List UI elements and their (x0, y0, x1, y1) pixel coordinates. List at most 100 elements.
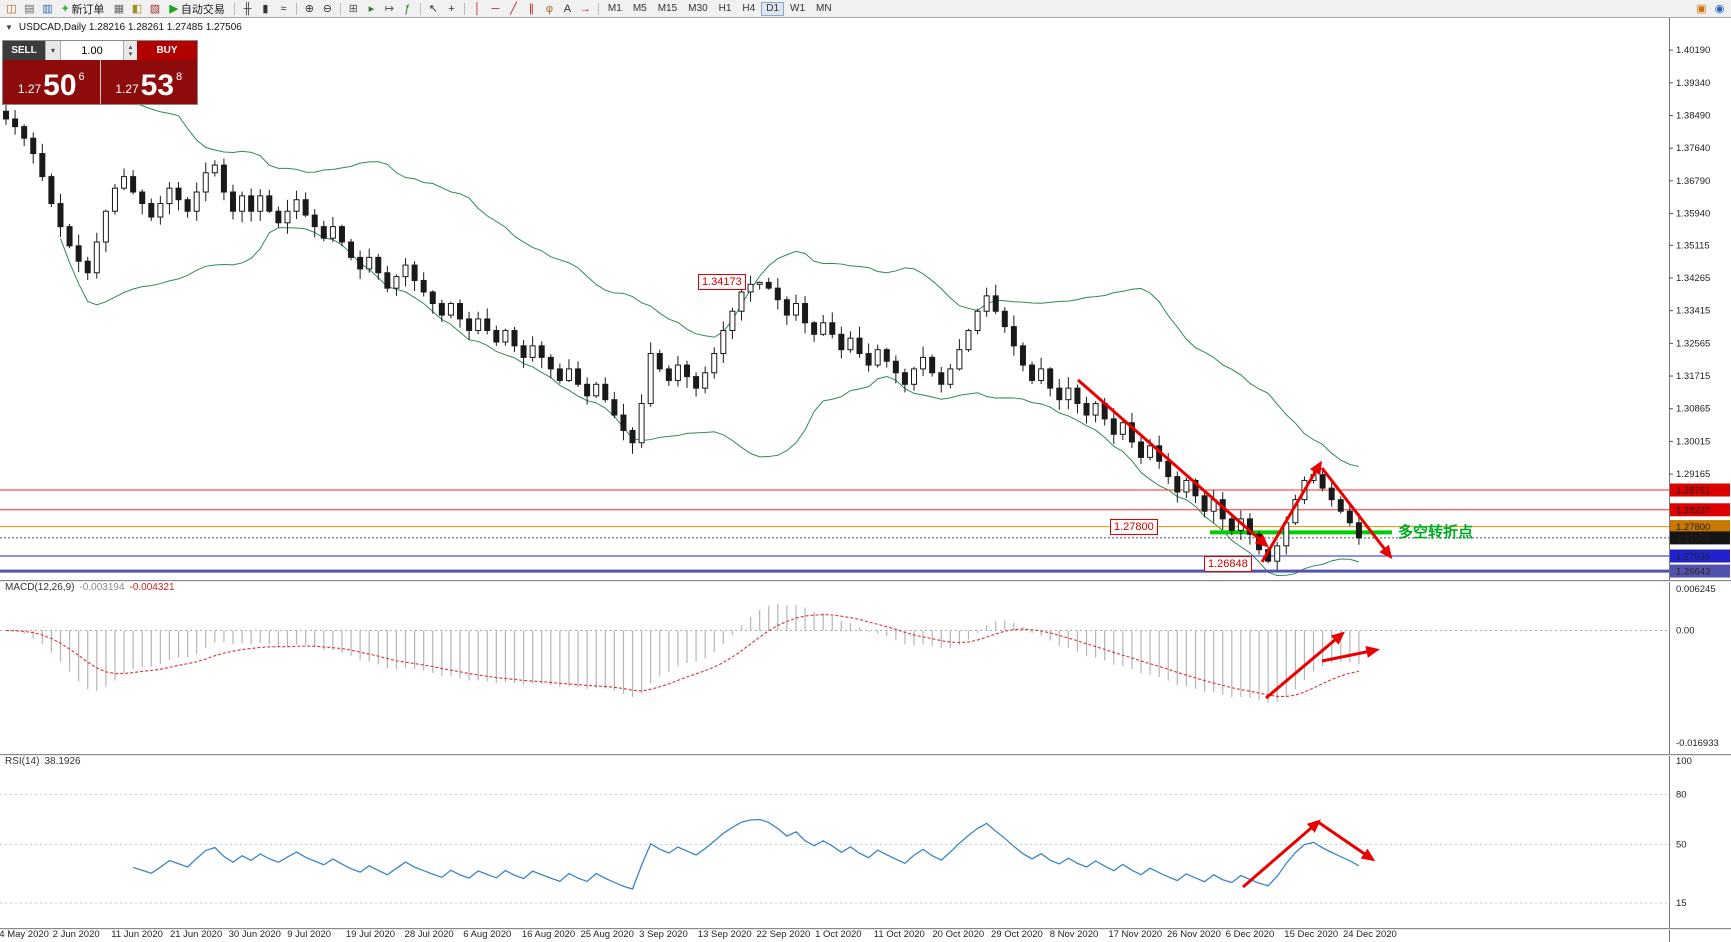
rsi-indicator-header: RSI(14) 38.1926 (5, 756, 81, 767)
tile-windows-icon[interactable]: ⊞ (348, 3, 359, 15)
turning-point-label[interactable]: 多空转折点 (1398, 524, 1474, 541)
new-order-button[interactable]: + 新订单 (57, 1, 109, 16)
toolbar-separator (463, 2, 465, 15)
svg-text:1.30015: 1.30015 (1676, 436, 1710, 447)
price-axis[interactable]: 1.40190 1.39340 1.38490 1.37640 1.36790 1.359… (1669, 18, 1731, 942)
date-label: 6 Dec 2020 (1225, 929, 1275, 940)
timeframe-m30-button[interactable]: M30 (688, 3, 708, 14)
trendline-icon[interactable]: ╱ (510, 3, 517, 15)
svg-text:1.36790: 1.36790 (1676, 176, 1710, 187)
autotrading-button[interactable]: ▶ 自动交易 (164, 1, 229, 16)
news-icon[interactable]: ▣ (1696, 3, 1707, 15)
sell-button[interactable]: SELL (3, 41, 45, 60)
macd-pane[interactable] (0, 603, 1669, 703)
chevron-down-icon: ▾ (50, 46, 55, 55)
zoom-in-icon[interactable]: ⊕ (304, 3, 315, 15)
channel-icon[interactable]: ∥ (528, 3, 535, 15)
date-label: 30 Jun 2020 (228, 929, 281, 940)
main-price-pane[interactable] (0, 82, 1669, 577)
peak-price-label[interactable]: 1.34173 (698, 274, 746, 290)
buy-button[interactable]: BUY (137, 41, 197, 60)
chart-shift-icon[interactable]: ↦ (384, 3, 395, 15)
date-label: 3 Sep 2020 (639, 929, 688, 940)
bar-chart-icon[interactable]: ╫ (243, 2, 252, 15)
date-label: 28 Jul 2020 (404, 929, 454, 940)
date-label: 16 Aug 2020 (521, 929, 576, 940)
bid-price-display[interactable]: 1.27 50 6 (3, 60, 100, 104)
volume-input[interactable] (60, 41, 124, 60)
indicators-icon[interactable]: ƒ (404, 2, 411, 15)
new-order-plus-icon: + (62, 2, 69, 15)
rsi-pane[interactable] (0, 793, 1669, 904)
timeframe-m15-button[interactable]: M15 (657, 3, 678, 14)
svg-text:1.40190: 1.40190 (1676, 45, 1710, 56)
navigator-icon[interactable]: ◧ (131, 3, 143, 15)
line-chart-icon[interactable]: ≈ (280, 2, 287, 15)
auto-scroll-icon[interactable]: ▸ (368, 3, 375, 15)
timeframe-h4-button[interactable]: H4 (742, 3, 756, 14)
crosshair-icon[interactable]: + (448, 2, 455, 15)
zoom-out-icon[interactable]: ⊖ (322, 3, 333, 15)
date-label: 8 Nov 2020 (1049, 929, 1099, 940)
order-type-dropdown[interactable]: ▾ (45, 41, 60, 60)
toolbar-separator (339, 2, 341, 15)
svg-text:0.00: 0.00 (1676, 625, 1695, 636)
data-window-icon[interactable]: ▦ (113, 3, 125, 15)
fibonacci-icon[interactable]: φ (545, 2, 553, 15)
ask-price-pipette: 8 (176, 71, 183, 83)
autotrading-play-icon: ▶ (169, 3, 178, 15)
rsi-name: RSI(14) (5, 756, 40, 767)
profiles-icon[interactable]: ▤ (24, 3, 35, 15)
market-watch-icon[interactable]: ▥ (42, 3, 53, 15)
timeframe-d1-button[interactable]: D1 (761, 1, 785, 16)
date-label: 25 Aug 2020 (580, 929, 634, 940)
timeframe-m5-button[interactable]: M5 (632, 3, 647, 14)
cursor-icon[interactable]: ↖ (428, 3, 439, 15)
svg-text:1.33415: 1.33415 (1676, 306, 1710, 317)
date-label: 29 Oct 2020 (991, 929, 1043, 940)
toolbar-separator (419, 2, 421, 15)
timeframe-h1-button[interactable]: H1 (718, 3, 732, 14)
bid-price-big-digits: 50 (43, 69, 77, 102)
candlestick-chart-icon[interactable]: ▮ (262, 3, 269, 15)
timeframe-m1-button[interactable]: M1 (607, 3, 622, 14)
svg-text:80: 80 (1676, 789, 1687, 800)
svg-text:1.27800: 1.27800 (1676, 522, 1710, 533)
vertical-line-icon[interactable]: │ (473, 2, 481, 15)
one-click-trading-panel[interactable]: SELL ▾ ▴▾ BUY 1.27 50 6 1.27 53 8 (2, 40, 198, 105)
support-price-label[interactable]: 1.27800 (1110, 519, 1158, 535)
date-label: 26 Nov 2020 (1167, 929, 1221, 940)
horizontal-line-icon[interactable]: ─ (491, 2, 500, 15)
svg-text:1.37640: 1.37640 (1676, 143, 1710, 154)
svg-text:1.31715: 1.31715 (1676, 371, 1710, 382)
new-order-button-label: 新订单 (71, 3, 105, 16)
low-price-label[interactable]: 1.26848 (1204, 556, 1252, 572)
svg-text:1.35115: 1.35115 (1676, 240, 1710, 251)
date-label: 11 Oct 2020 (873, 929, 925, 940)
ask-price-display[interactable]: 1.27 53 8 (99, 60, 197, 104)
community-icon[interactable]: ◉ (1714, 3, 1725, 15)
date-label: 24 Dec 2020 (1342, 929, 1397, 940)
new-chart-icon[interactable]: ◫ (6, 3, 17, 15)
svg-text:1.29165: 1.29165 (1676, 469, 1710, 480)
svg-text:1.35940: 1.35940 (1676, 209, 1710, 220)
date-label: 9 Jul 2020 (287, 929, 332, 940)
step-down-icon[interactable]: ▾ (128, 50, 133, 58)
volume-stepper[interactable]: ▴ ▾ (124, 41, 137, 60)
date-label: 13 Sep 2020 (697, 929, 752, 940)
date-label: 6 Aug 2020 (463, 929, 512, 940)
text-icon[interactable]: A (563, 2, 572, 15)
collapse-panel-icon[interactable]: ▼ (5, 23, 13, 32)
date-label: 20 Oct 2020 (932, 929, 985, 940)
step-up-icon[interactable]: ▴ (128, 43, 133, 51)
date-label: 22 Sep 2020 (756, 929, 811, 940)
timeframe-w1-button[interactable]: W1 (790, 3, 806, 14)
timeframe-mn-button[interactable]: MN (816, 3, 832, 14)
arrow-object-icon[interactable]: → (579, 2, 591, 15)
terminal-icon[interactable]: ▧ (149, 3, 161, 15)
date-label: 2 Jun 2020 (52, 929, 100, 940)
date-label: 17 Nov 2020 (1108, 929, 1163, 940)
